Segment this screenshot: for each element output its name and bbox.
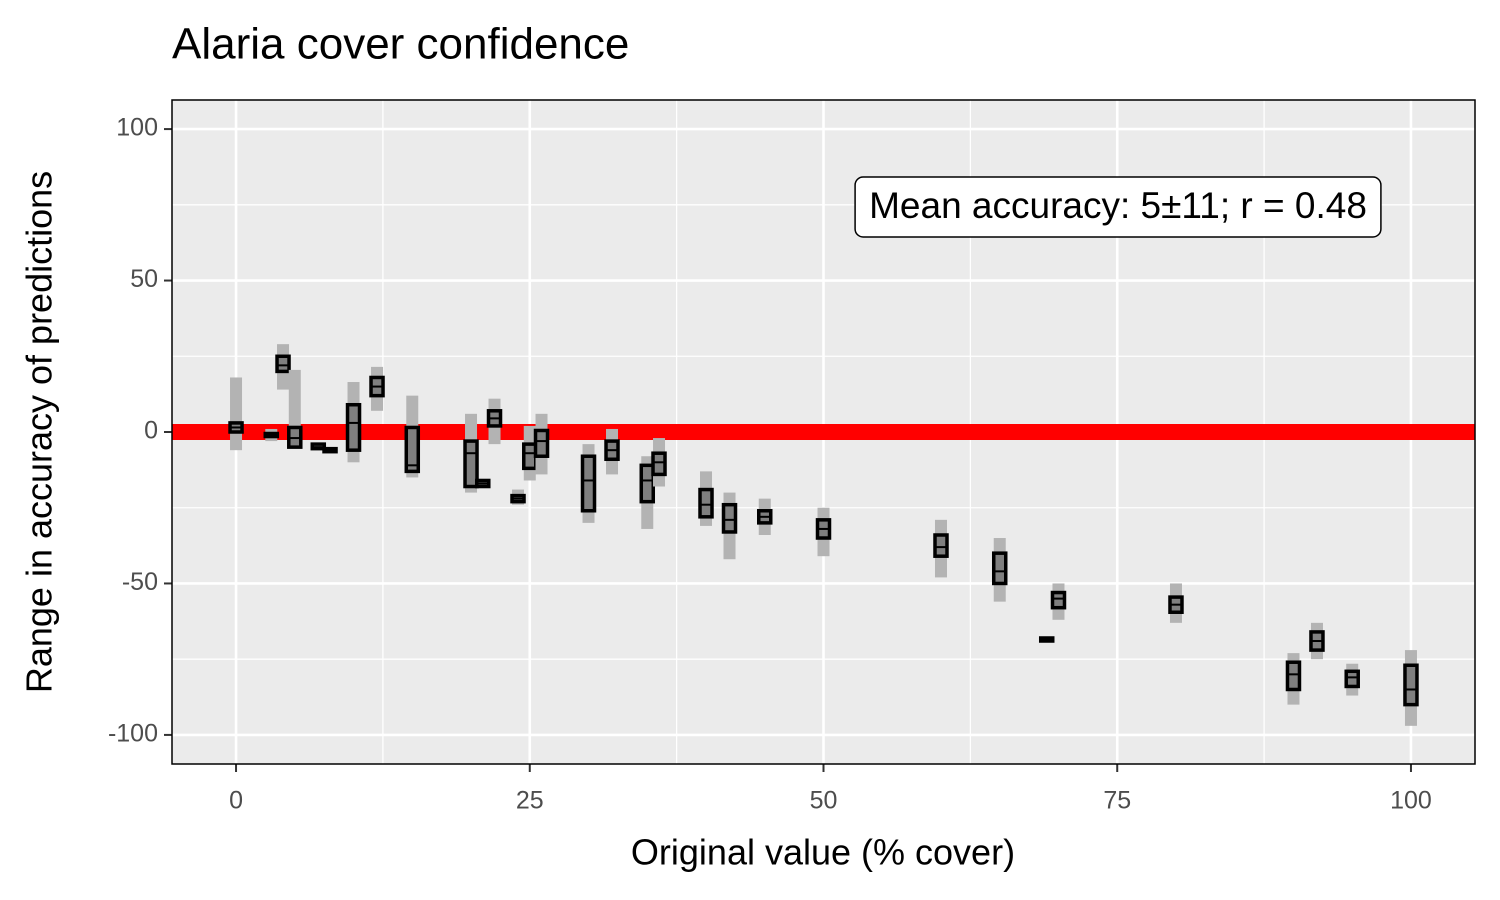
y-tick-label: 100 — [116, 114, 158, 142]
box — [275, 354, 291, 374]
plot-border — [171, 99, 1476, 765]
annotation: Mean accuracy: 5±11; r = 0.48 — [854, 176, 1382, 238]
box — [1050, 590, 1067, 610]
box — [404, 425, 421, 474]
x-tick-label: 100 — [1390, 787, 1432, 815]
y-tick-label: 50 — [130, 265, 158, 293]
x-tick-label: 75 — [1103, 787, 1131, 815]
y-tick-label: -100 — [108, 720, 158, 748]
y-axis-title: Range in accuracy of predictions — [19, 171, 60, 693]
chart-title: Alaria cover confidence — [172, 20, 629, 69]
box — [991, 551, 1008, 586]
x-tick-label: 50 — [810, 787, 838, 815]
x-tick-label: 0 — [229, 787, 243, 815]
box — [1344, 669, 1360, 689]
box — [721, 502, 738, 534]
box — [1285, 660, 1302, 692]
box — [698, 487, 714, 519]
box — [580, 454, 597, 513]
annotation-box — [854, 176, 1382, 238]
box — [1403, 663, 1419, 707]
box — [651, 451, 667, 477]
y-tick-label: 0 — [144, 417, 158, 445]
x-tick-label: 25 — [516, 787, 544, 815]
box — [533, 428, 550, 458]
range-bar — [230, 377, 243, 451]
x-axis-title: Original value (% cover) — [631, 832, 1015, 873]
y-tick-label: -50 — [122, 568, 158, 596]
box — [933, 533, 949, 558]
annotation-text: Mean accuracy: 5±11; r = 0.48 — [869, 185, 1367, 226]
box — [345, 402, 362, 452]
